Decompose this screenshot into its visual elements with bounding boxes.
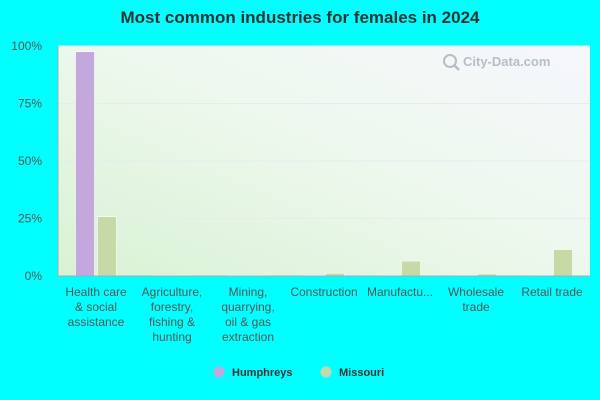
x-tick-label: Construction (290, 285, 357, 299)
y-tick-label: 0% (25, 269, 43, 283)
bar-missouri-0 (97, 216, 117, 277)
bar-missouri-6 (553, 249, 573, 277)
magnifier-icon (443, 54, 457, 68)
y-tick-label: 75% (18, 97, 42, 111)
y-tick-label: 100% (11, 39, 42, 53)
bar-missouri-4 (401, 260, 421, 277)
legend-swatch-missouri (320, 366, 332, 378)
legend-label-missouri: Missouri (339, 367, 384, 379)
x-tick-label: Wholesale trade (448, 285, 504, 314)
chart-title: Most common industries for females in 20… (120, 8, 480, 27)
x-tick-label: Retail trade (521, 285, 583, 299)
watermark-text: City-Data.com (463, 54, 550, 69)
x-tick-label: Mining, quarrying, oil & gas extraction (221, 285, 274, 344)
x-tick-label: Health care & social assistance (65, 285, 127, 329)
legend-swatch-humphreys (213, 366, 225, 378)
bar-humphreys-0 (75, 51, 95, 277)
y-tick-label: 25% (18, 212, 42, 226)
x-tick-label: Manufactu... (367, 285, 433, 299)
y-tick-label: 50% (18, 154, 42, 168)
watermark: City-Data.com (443, 54, 550, 71)
legend-label-humphreys: Humphreys (232, 367, 293, 379)
x-tick-label: Agriculture, forestry, fishing & hunting (142, 285, 203, 344)
